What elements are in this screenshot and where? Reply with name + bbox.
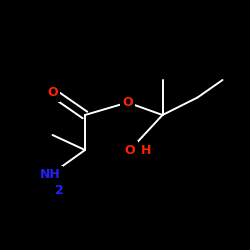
Text: 2: 2 [55,184,64,196]
Text: H: H [141,144,152,156]
Text: O: O [47,86,58,99]
Text: O: O [125,144,135,156]
Text: O: O [122,96,133,109]
Text: NH: NH [40,168,60,181]
